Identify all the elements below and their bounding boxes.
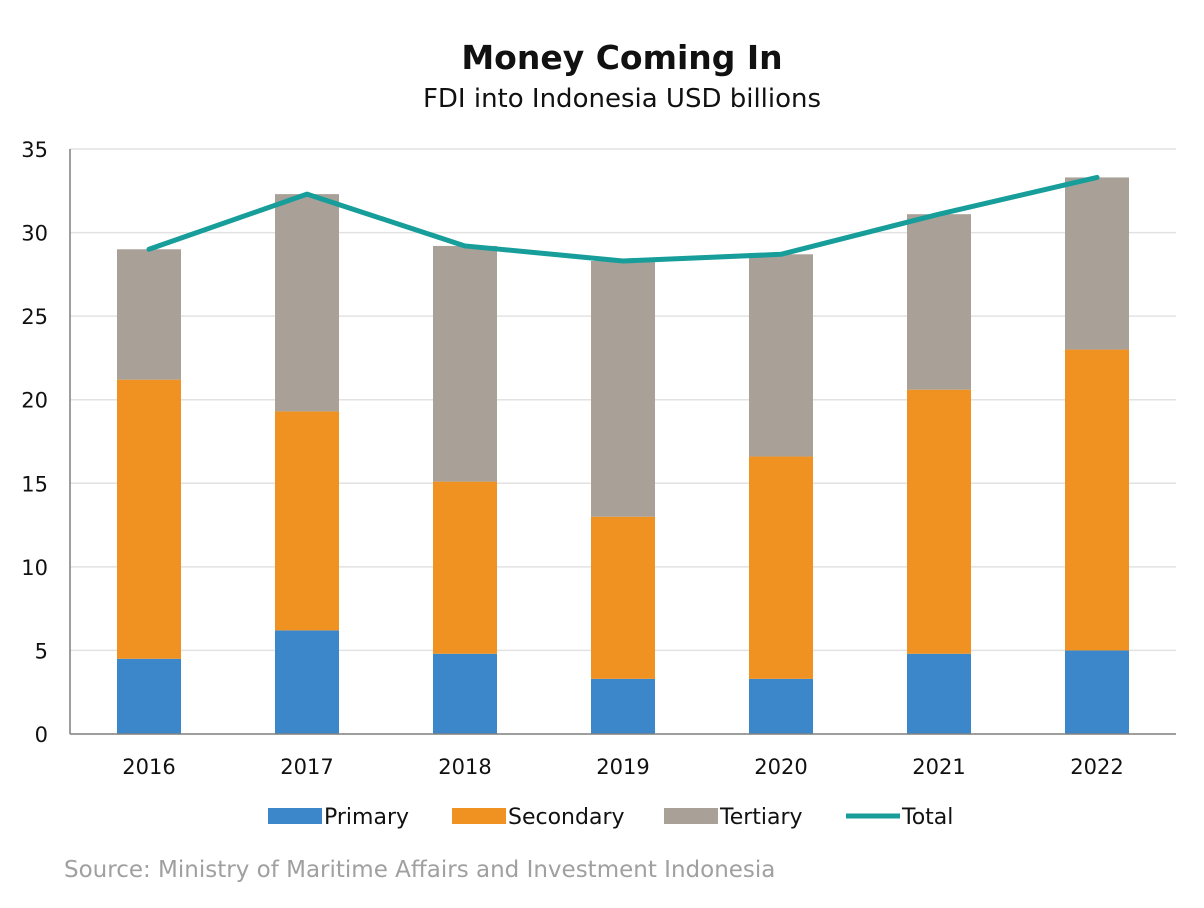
legend-swatch-primary <box>268 808 322 824</box>
x-tick-label: 2018 <box>438 755 491 779</box>
bar-segment-secondary <box>117 379 181 659</box>
legend-label-tertiary: Tertiary <box>719 805 803 830</box>
total-line <box>146 174 1100 264</box>
total-line-layer <box>146 174 1100 264</box>
legend: Primary Secondary Tertiary Total <box>268 805 953 830</box>
bar-segment-primary <box>907 653 971 734</box>
legend-label-total: Total <box>901 805 953 830</box>
bar-segment-tertiary <box>433 245 497 482</box>
legend-swatch-secondary <box>452 808 506 824</box>
bar-segment-primary <box>1065 650 1129 734</box>
source-note: Source: Ministry of Maritime Affairs and… <box>64 857 776 883</box>
bar-segment-primary <box>117 658 181 734</box>
bar-segment-secondary <box>749 456 813 679</box>
stacked-bars <box>117 177 1129 734</box>
y-tick-label: 0 <box>35 723 48 747</box>
legend-label-primary: Primary <box>324 805 409 830</box>
x-tick-label: 2016 <box>122 755 175 779</box>
bar-segment-primary <box>749 678 813 734</box>
bar-segment-tertiary <box>117 249 181 380</box>
bar-segment-tertiary <box>275 194 339 412</box>
y-tick-label: 30 <box>21 222 48 246</box>
bar-segment-secondary <box>907 389 971 654</box>
bar-segment-tertiary <box>591 260 655 517</box>
chart-title: Money Coming In <box>461 38 783 77</box>
legend-label-secondary: Secondary <box>508 805 625 830</box>
y-tick-label: 15 <box>21 472 48 496</box>
axes: 0 5 10 15 20 25 30 35 2016 2017 2018 2019 2020 2021 20… <box>21 138 1176 779</box>
y-tick-label: 35 <box>21 138 48 162</box>
bar-segment-secondary <box>275 411 339 631</box>
bar-segment-tertiary <box>749 254 813 457</box>
bar-segment-secondary <box>433 481 497 654</box>
x-tick-label: 2021 <box>912 755 965 779</box>
x-tick-label: 2017 <box>280 755 333 779</box>
bar-segment-secondary <box>1065 349 1129 651</box>
bar-segment-primary <box>433 653 497 734</box>
x-tick-label: 2020 <box>754 755 807 779</box>
bar-segment-tertiary <box>1065 177 1129 350</box>
bar-segment-secondary <box>591 516 655 679</box>
x-tick-label: 2022 <box>1070 755 1123 779</box>
legend-swatch-tertiary <box>664 808 718 824</box>
y-tick-label: 20 <box>21 389 48 413</box>
bar-segment-primary <box>275 630 339 734</box>
y-tick-label: 10 <box>21 556 48 580</box>
x-tick-label: 2019 <box>596 755 649 779</box>
chart-subtitle: FDI into Indonesia USD billions <box>422 84 822 114</box>
bar-segment-primary <box>591 678 655 734</box>
bar-segment-tertiary <box>907 214 971 390</box>
y-tick-label: 5 <box>35 639 48 663</box>
y-tick-label: 25 <box>21 305 48 329</box>
